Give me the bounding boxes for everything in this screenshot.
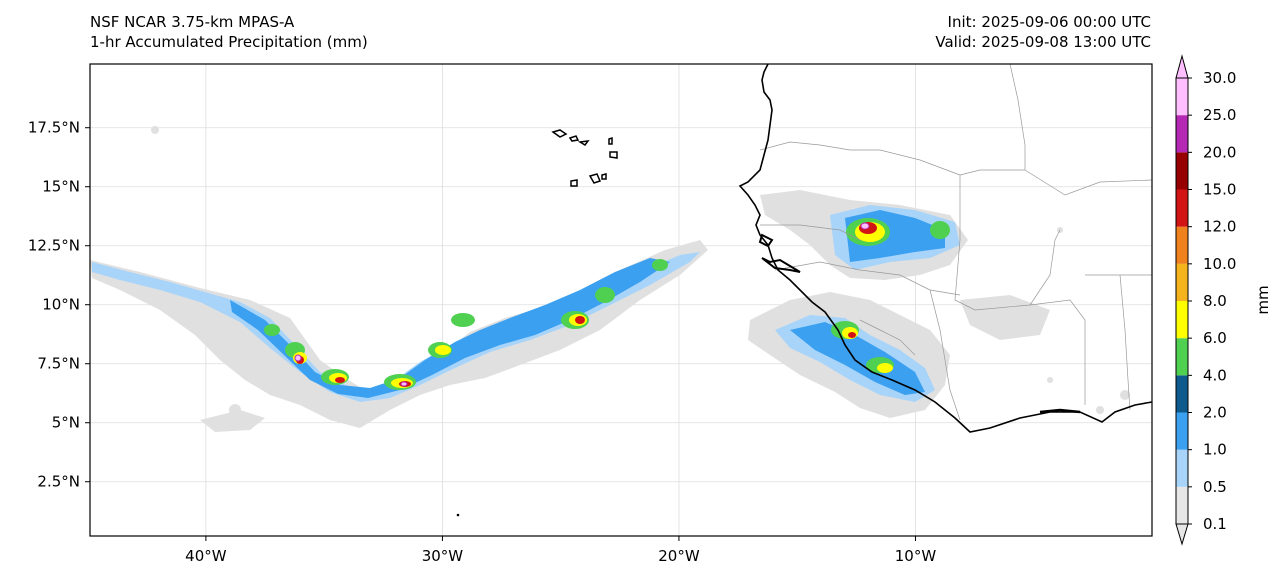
y-tick-label: 2.5°N (37, 473, 80, 491)
cell-yellow-h (877, 363, 893, 373)
colorbar-unit-label: mm (1254, 285, 1272, 314)
map-frame (89, 63, 1153, 537)
precip-patch-inland (960, 295, 1050, 340)
y-tick-label: 15°N (42, 178, 80, 196)
cell-yellow-d (435, 345, 451, 355)
cell-red-f (848, 332, 856, 338)
colorbar-extend-low (1175, 523, 1189, 546)
colorbar-swatch (1176, 449, 1188, 487)
colorbar-tick-label: 1.0 (1203, 441, 1227, 459)
colorbar-tick-label: 15.0 (1203, 181, 1236, 199)
heavy-band-west (230, 258, 670, 398)
island-sao-nicolau (577, 140, 590, 146)
colorbar-tick-label: 6.0 (1203, 329, 1227, 347)
cell-pink-a (294, 354, 302, 362)
model-title: NSF NCAR 3.75-km MPAS-A (90, 13, 295, 31)
colorbar-extend-high (1175, 54, 1189, 79)
colorbar-tick-label: 30.0 (1203, 69, 1236, 87)
colorbar-swatch (1176, 189, 1188, 227)
cell-m (264, 324, 280, 336)
map-axes: 40°W 30°W 20°W 10°W 17.5°N 15°N 12.5°N 10°N 7.5°… (28, 119, 936, 565)
colorbar-swatch (1176, 115, 1188, 153)
island-fogo (570, 179, 578, 187)
island-santiago (588, 173, 602, 184)
colorbar-tick-label: 8.0 (1203, 292, 1227, 310)
init-time: Init: 2025-09-06 00:00 UTC (947, 13, 1151, 31)
cell-red-b (335, 377, 345, 383)
colorbar-tick-label: 0.5 (1203, 478, 1227, 496)
valid-time: Valid: 2025-09-08 13:00 UTC (935, 33, 1151, 51)
island-sao-vicente (568, 135, 580, 142)
y-tick-label: 7.5°N (37, 355, 80, 373)
colorbar-swatch (1176, 263, 1188, 301)
cell-pink-b (860, 222, 870, 230)
plot-title-left: NSF NCAR 3.75-km MPAS-A 1-hr Accumulated… (90, 12, 368, 52)
coastline-guinea-islands (761, 257, 801, 273)
coastline-bissagos (758, 233, 774, 248)
border-liberia (859, 319, 916, 356)
border-senegal-gambia (760, 224, 861, 241)
colorbar-swatch (1176, 375, 1188, 413)
cape-verde-islands (456, 129, 618, 517)
island-sal (608, 136, 613, 145)
coastline-ghana-lagoon (1039, 408, 1081, 414)
country-borders (759, 64, 1152, 421)
colorbar-swatch (1176, 338, 1188, 376)
precip-patch-southwest (200, 410, 265, 432)
colorbar-tick-label: 0.1 (1203, 515, 1227, 533)
x-tick-label: 20°W (658, 547, 700, 565)
colorbar-swatch (1176, 412, 1188, 450)
cell-g (595, 287, 615, 303)
y-tick-label: 17.5°N (28, 119, 80, 137)
x-tick-label: 30°W (422, 547, 464, 565)
cell-l (930, 221, 950, 239)
island-santo-antao (551, 129, 568, 138)
colorbar: 0.1 0.5 1.0 2.0 4.0 6.0 8.0 10.0 12.0 15.0 20.0 25.… (1175, 54, 1236, 546)
border-mauritania-mali (959, 64, 1026, 176)
cell-red-d (575, 316, 585, 324)
heavy-band-east (790, 322, 925, 395)
colorbar-swatch (1176, 301, 1188, 339)
border-mali-east (1024, 169, 1152, 196)
island-boa-vista (609, 151, 618, 159)
plot-title-right: Init: 2025-09-06 00:00 UTC Valid: 2025-0… (935, 12, 1151, 52)
cell-e (451, 313, 475, 327)
colorbar-swatch (1176, 226, 1188, 264)
colorbar-tick-label: 25.0 (1203, 106, 1236, 124)
colorbar-swatch (1176, 486, 1188, 524)
y-tick-label: 5°N (52, 414, 80, 432)
border-ghana (1119, 274, 1131, 411)
colorbar-tick-label: 12.0 (1203, 218, 1236, 236)
colorbar-tick-label: 2.0 (1203, 404, 1227, 422)
coastline-main (738, 64, 1152, 433)
border-mali-south (954, 175, 1061, 311)
colorbar-tick-label: 20.0 (1203, 143, 1236, 161)
intense-cells (264, 218, 950, 390)
island-st-peter-paul (456, 513, 460, 517)
colorbar-tick-label: 4.0 (1203, 366, 1227, 384)
x-tick-label: 10°W (895, 547, 937, 565)
colorbar-tick-label: 10.0 (1203, 255, 1236, 273)
cell-pink-c (400, 381, 408, 387)
border-mauritania-senegal (759, 141, 961, 176)
map-area (90, 64, 1152, 536)
border-ivory-coast (929, 289, 961, 421)
y-tick-label: 10°N (42, 296, 80, 314)
x-tick-label: 40°W (185, 547, 227, 565)
y-tick-label: 12.5°N (28, 237, 80, 255)
border-ivory-coast-east (1029, 299, 1086, 405)
border-guinea (774, 261, 961, 296)
colorbar-swatch (1176, 78, 1188, 116)
field-title: 1-hr Accumulated Precipitation (mm) (90, 33, 368, 51)
colorbar-swatch (1176, 152, 1188, 190)
island-maio (601, 173, 607, 180)
coastline (738, 64, 1152, 433)
cell-h (652, 259, 668, 271)
